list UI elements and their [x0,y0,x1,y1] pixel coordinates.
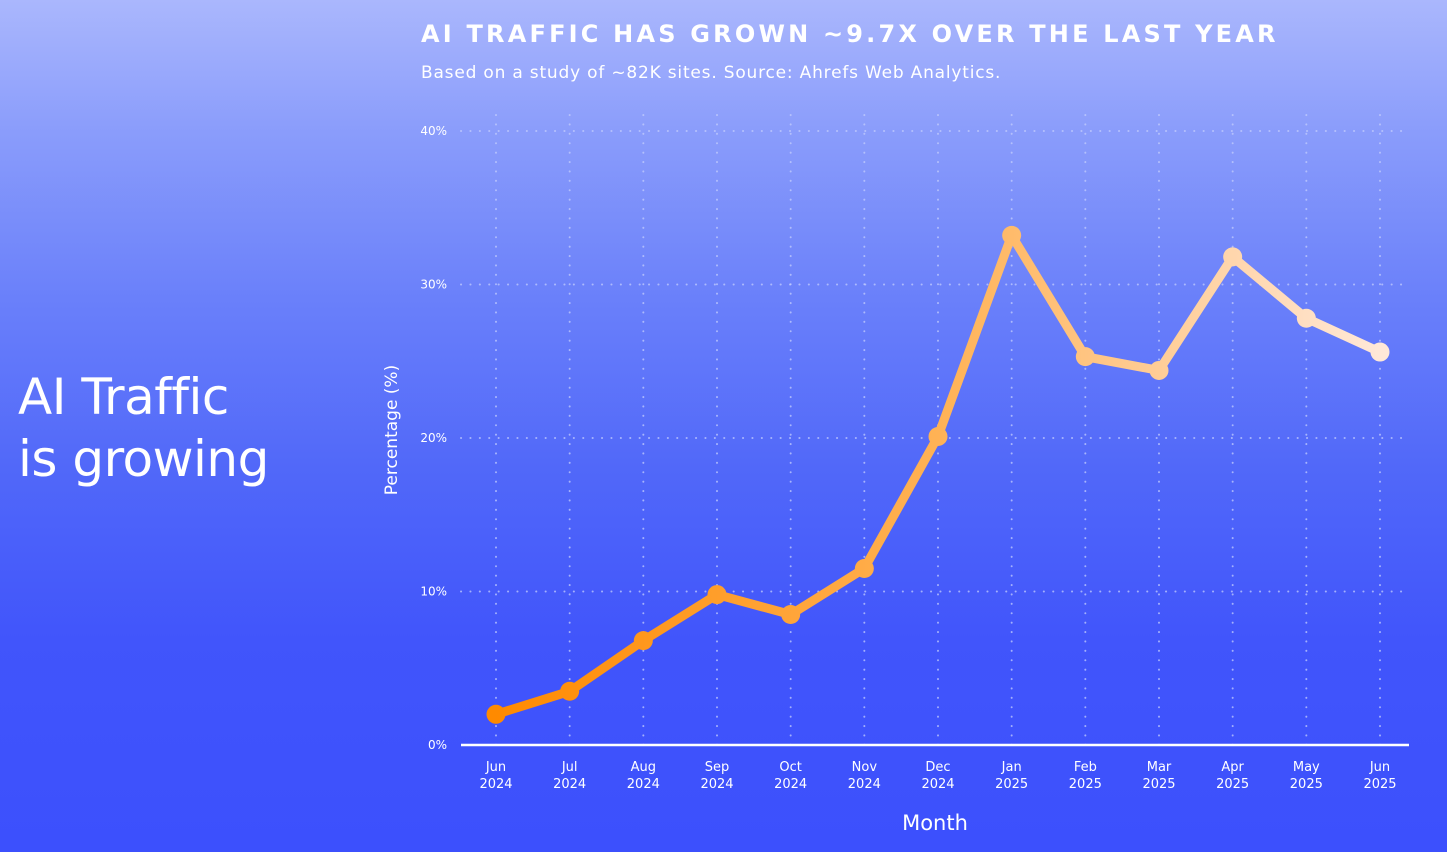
x-tick-label-year: 2024 [774,777,807,792]
data-point [781,605,801,625]
x-tick-label-month: Sep [705,760,730,775]
x-tick-label-month: Feb [1074,760,1097,775]
x-tick-label-month: Jun [485,760,506,775]
x-tick-label-year: 2025 [1363,777,1396,792]
x-tick-label-month: Nov [852,760,878,775]
x-tick-label-year: 2024 [553,777,586,792]
data-point [1149,360,1169,380]
x-tick-label-month: Aug [631,760,656,775]
gridlines [460,114,1410,746]
x-tick-label-year: 2025 [1290,777,1323,792]
y-tick-label: 30% [420,278,447,292]
x-tick-label-month: Jan [1001,760,1022,775]
x-tick-label-year: 2024 [921,777,954,792]
y-tick-label: 20% [420,431,447,445]
x-axis-ticks: Jun 2024 Jul 2024 Aug 2024 Sep 2024 Oct 2024 Nov 20… [479,760,1396,792]
data-point [486,704,506,724]
data-point [1002,225,1022,245]
x-tick-label-month: Mar [1147,760,1172,775]
x-tick-label-year: 2025 [995,777,1028,792]
headline: AI Traffic is growing [18,366,269,490]
x-tick-label-month: Jun [1369,760,1390,775]
data-point [1223,247,1243,267]
data-point [854,558,874,578]
x-tick-label-year: 2025 [1216,777,1249,792]
headline-line-1: AI Traffic [18,368,229,426]
x-tick-label-month: Oct [779,760,801,775]
y-axis-ticks: 0% 10% 20% 30% 40% [420,124,447,752]
data-point [1075,347,1095,367]
x-tick-label-year: 2024 [627,777,660,792]
data-point [560,681,580,701]
x-tick-label-year: 2024 [479,777,512,792]
data-point [633,631,653,651]
data-point [1370,342,1390,362]
x-tick-label-year: 2025 [1142,777,1175,792]
data-point [928,426,948,446]
x-tick-label-month: Apr [1221,760,1244,775]
chart-title: AI TRAFFIC HAS GROWN ~9.7X OVER THE LAST… [421,20,1279,48]
chart-subtitle: Based on a study of ~82K sites. Source: … [421,63,1002,83]
y-tick-label: 10% [420,585,447,599]
headline-line-2: is growing [18,430,269,488]
x-tick-label-year: 2024 [700,777,733,792]
y-tick-label: 40% [420,124,447,138]
x-tick-label-month: Jul [561,760,578,775]
x-tick-label-year: 2024 [848,777,881,792]
x-axis-title: Month [902,811,968,835]
x-tick-label-month: Dec [925,760,950,775]
y-tick-label: 0% [428,738,447,752]
x-tick-label-year: 2025 [1069,777,1102,792]
series-line [486,225,1390,724]
data-point [1296,308,1316,328]
y-axis-title: Percentage (%) [382,365,402,495]
data-point [707,585,727,605]
x-tick-label-month: May [1293,760,1320,775]
